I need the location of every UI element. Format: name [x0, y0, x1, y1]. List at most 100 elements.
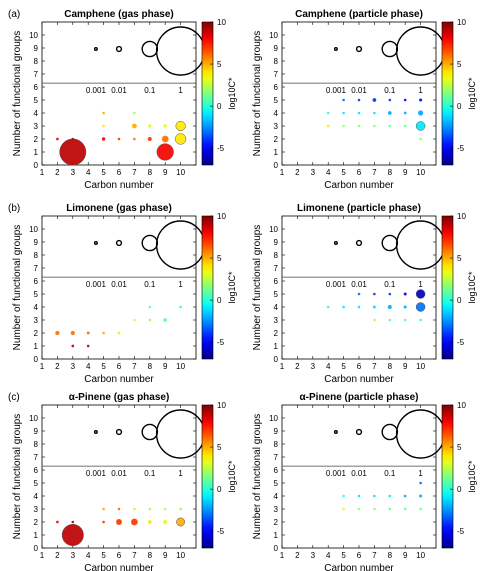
x-tick-label: 5 — [101, 168, 106, 177]
data-point — [148, 305, 152, 309]
y-tick-label: 1 — [34, 342, 39, 351]
x-tick-label: 7 — [132, 362, 137, 371]
y-tick-label: 7 — [274, 264, 279, 273]
size-legend-circle — [141, 234, 159, 252]
x-tick-label: 8 — [388, 168, 393, 177]
y-tick-label: 0 — [34, 161, 39, 170]
colorbar-tick-label: 5 — [217, 60, 222, 69]
x-tick-label: 8 — [388, 551, 393, 560]
data-point — [372, 305, 376, 309]
colorbar-label: log10C* — [467, 460, 477, 493]
size-legend-label: 0.01 — [351, 469, 367, 478]
chart-title: α-Pinene (particle phase) — [300, 392, 419, 403]
data-point — [59, 138, 87, 166]
colorbar-tick-label: 0 — [217, 102, 222, 111]
data-point — [403, 111, 407, 115]
data-point — [403, 124, 407, 128]
data-point — [419, 494, 423, 498]
y-tick-label: 2 — [274, 518, 279, 527]
data-point — [326, 111, 330, 115]
size-legend-circle — [93, 47, 98, 52]
y-axis-label: Number of functional groups — [12, 31, 23, 157]
y-tick-label: 4 — [274, 303, 279, 312]
y-tick-label: 3 — [34, 505, 39, 514]
x-tick-label: 4 — [326, 168, 331, 177]
x-tick-label: 5 — [341, 168, 346, 177]
x-tick-label: 9 — [403, 168, 408, 177]
y-tick-label: 1 — [274, 531, 279, 540]
data-point — [102, 331, 105, 335]
y-tick-label: 8 — [34, 57, 39, 66]
data-point — [86, 344, 90, 348]
x-tick-label: 3 — [311, 551, 316, 560]
y-tick-label: 5 — [274, 290, 279, 299]
y-tick-label: 7 — [274, 70, 279, 79]
y-tick-label: 2 — [34, 518, 39, 527]
size-legend-label: 0.1 — [144, 280, 156, 289]
data-point — [373, 124, 376, 128]
chart-title: α-Pinene (gas phase) — [69, 392, 170, 403]
colorbar-tick-label: 5 — [457, 60, 462, 69]
data-point — [102, 124, 105, 128]
colorbar-tick-label: 10 — [457, 18, 466, 27]
data-point — [175, 120, 186, 132]
colorbar-tick-label: 0 — [457, 296, 462, 305]
size-legend-circle — [381, 234, 399, 252]
size-legend-label: 0.1 — [384, 86, 396, 95]
colorbar-label: log10C* — [467, 77, 477, 110]
data-point — [55, 330, 60, 336]
x-tick-label: 3 — [71, 551, 76, 560]
y-axis-label: Number of functional groups — [252, 414, 263, 540]
y-tick-label: 8 — [274, 251, 279, 260]
y-tick-label: 0 — [34, 544, 39, 553]
x-tick-label: 7 — [372, 362, 377, 371]
colorbar-tick-label: 5 — [457, 254, 462, 263]
data-point — [357, 507, 361, 511]
x-tick-label: 1 — [280, 168, 285, 177]
data-point — [56, 137, 59, 141]
colorbar-tick-label: 0 — [457, 485, 462, 494]
data-point — [388, 507, 392, 511]
y-tick-label: 0 — [274, 355, 279, 364]
data-point — [326, 124, 330, 128]
y-tick-label: 2 — [34, 329, 39, 338]
y-tick-label: 9 — [34, 427, 39, 436]
colorbar-label: log10C* — [227, 460, 237, 493]
data-point — [388, 98, 392, 102]
data-point — [403, 305, 407, 309]
x-tick-label: 2 — [55, 551, 60, 560]
colorbar-tick-label: -5 — [217, 144, 225, 153]
size-legend-label: 0.1 — [384, 469, 396, 478]
x-tick-label: 3 — [71, 362, 76, 371]
y-axis-label: Number of functional groups — [252, 31, 263, 157]
data-point — [161, 135, 169, 143]
size-legend-label: 0.001 — [326, 280, 347, 289]
data-point — [326, 305, 330, 309]
size-legend-label: 1 — [178, 469, 183, 478]
size-legend-circle — [115, 239, 123, 247]
data-point — [419, 481, 422, 485]
colorbar — [441, 21, 454, 166]
data-point — [342, 507, 345, 511]
y-tick-label: 3 — [34, 122, 39, 131]
data-point — [415, 121, 426, 131]
data-point — [417, 110, 424, 116]
x-axis-label: Carbon number — [324, 180, 394, 191]
x-axis-label: Carbon number — [84, 374, 154, 385]
data-point — [163, 507, 167, 511]
size-legend-circle — [333, 430, 338, 435]
y-tick-label: 6 — [34, 277, 39, 286]
data-point — [70, 330, 75, 336]
data-point — [357, 98, 361, 102]
data-point — [373, 292, 376, 296]
x-tick-label: 8 — [388, 362, 393, 371]
y-tick-label: 3 — [274, 505, 279, 514]
y-tick-label: 4 — [274, 492, 279, 501]
data-point — [163, 124, 167, 128]
x-tick-label: 4 — [326, 362, 331, 371]
size-legend-circle — [93, 240, 98, 245]
data-point — [388, 318, 392, 322]
size-legend-label: 0.001 — [86, 469, 107, 478]
